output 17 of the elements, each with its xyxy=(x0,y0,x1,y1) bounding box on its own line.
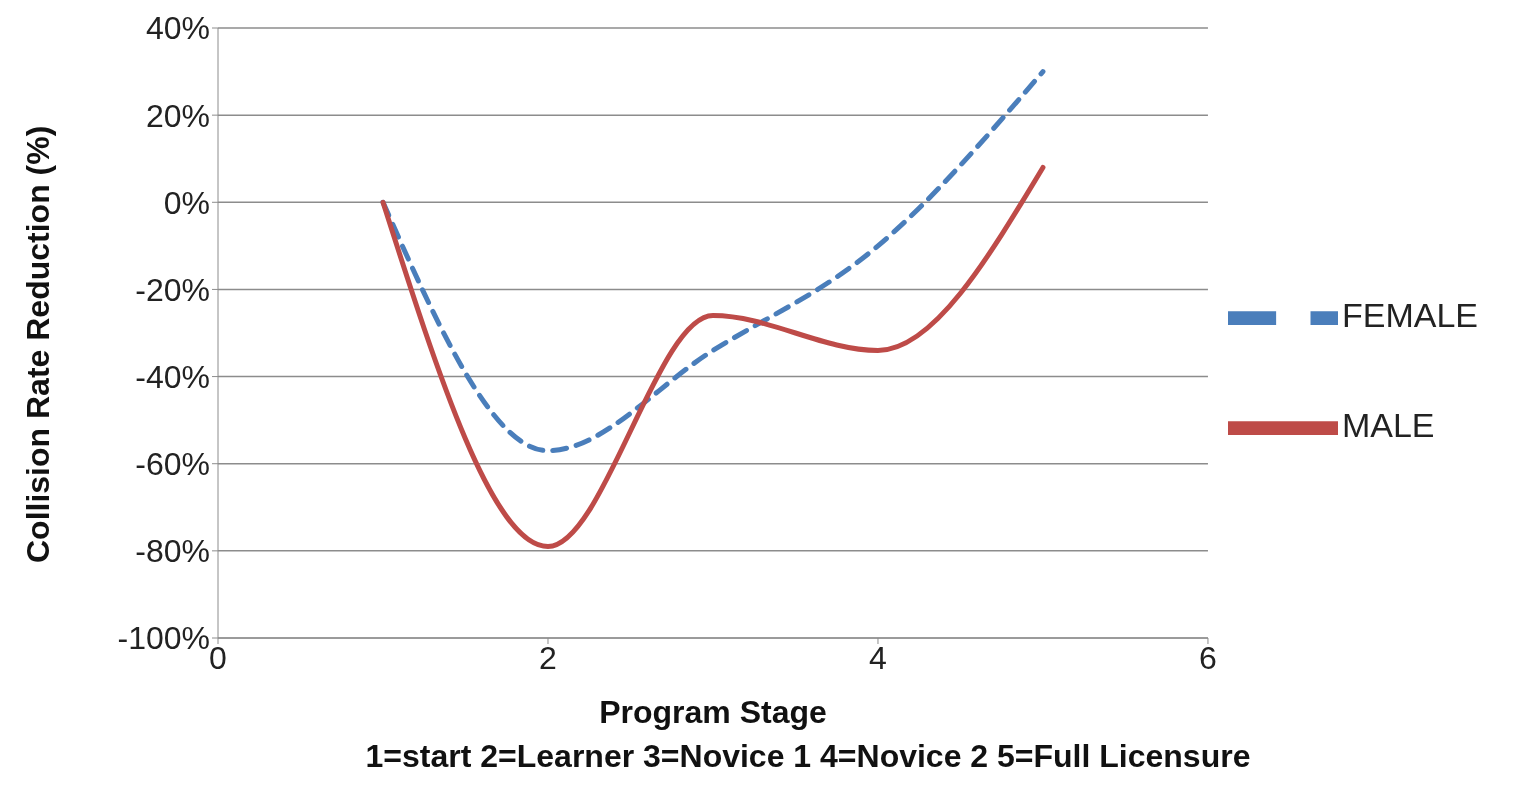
y-tick-label: -100% xyxy=(117,620,210,657)
legend-label: FEMALE xyxy=(1341,295,1478,334)
x-tick-label: 4 xyxy=(869,639,887,676)
x-tick-label: 0 xyxy=(209,639,227,676)
x-axis-title: Program Stage xyxy=(599,694,827,730)
y-axis-title: Collision Rate Reduction (%) xyxy=(20,125,57,563)
y-tick-label: -20% xyxy=(135,271,210,308)
x-tick-label: 2 xyxy=(539,639,557,676)
y-tick-label: 0% xyxy=(163,184,210,221)
x-tick-label: 6 xyxy=(1199,639,1217,676)
y-tick-label: -60% xyxy=(135,446,210,483)
y-tick-label: 40% xyxy=(145,10,210,47)
y-tick-label: 20% xyxy=(145,97,210,134)
legend-label: MALE xyxy=(1341,405,1435,444)
y-tick-label: -40% xyxy=(135,358,210,395)
y-tick-label: -80% xyxy=(135,533,210,570)
text: 1=start 2=Learner 3=Novice 1 4=Novice 2 5=Full Licensure xyxy=(364,738,1252,775)
